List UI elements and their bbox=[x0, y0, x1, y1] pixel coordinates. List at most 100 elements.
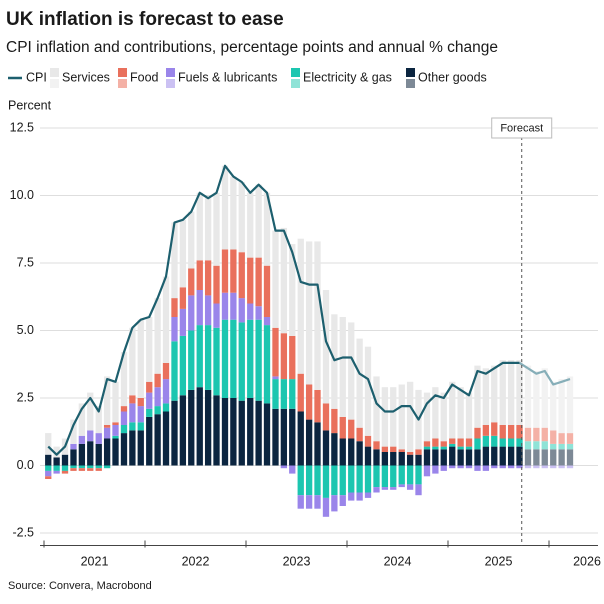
axes: -2.5 0.0 2.5 5.0 7.5 10.0 12.5 2021 2022 2023 2024… bbox=[10, 117, 601, 568]
bar-segment bbox=[541, 465, 548, 469]
bar-segment bbox=[171, 400, 178, 466]
bar-segment bbox=[188, 330, 195, 390]
bar-segment bbox=[566, 449, 574, 466]
bar-segment bbox=[305, 495, 313, 509]
bar-segment bbox=[440, 449, 447, 466]
bar-segment bbox=[129, 430, 136, 466]
bar-segment bbox=[449, 381, 456, 439]
bar-segment bbox=[129, 395, 136, 404]
bar-segment bbox=[348, 492, 355, 501]
bar-segment bbox=[499, 438, 506, 447]
bar-segment bbox=[482, 446, 490, 466]
bar-segment bbox=[87, 430, 94, 442]
bar-segment bbox=[188, 295, 195, 331]
bar-segment bbox=[61, 470, 69, 474]
bar-segment bbox=[247, 319, 254, 398]
bar-segment bbox=[432, 438, 439, 447]
bar-segment bbox=[356, 465, 363, 493]
bar-segment bbox=[314, 495, 321, 509]
bar-segment bbox=[356, 338, 363, 428]
legend-swatch bbox=[291, 68, 300, 77]
bar-segment bbox=[499, 465, 506, 469]
bar-segment bbox=[558, 443, 565, 450]
bar-segment bbox=[103, 427, 111, 439]
bar-segment bbox=[204, 198, 212, 261]
bar-segment bbox=[95, 465, 102, 469]
bar-segment bbox=[146, 317, 153, 382]
bar-segment bbox=[221, 249, 229, 293]
bar-segment bbox=[53, 470, 60, 474]
bar-segment bbox=[465, 465, 473, 469]
bar-segment bbox=[154, 414, 161, 466]
bar-segment bbox=[381, 387, 389, 447]
bar-segment bbox=[129, 422, 136, 431]
bar-segment bbox=[415, 465, 422, 485]
bar-segment bbox=[440, 465, 447, 471]
bar-segment bbox=[154, 298, 161, 374]
bar-segment bbox=[45, 454, 52, 466]
cpi-line bbox=[47, 164, 520, 456]
bar-segment bbox=[171, 341, 178, 401]
bar-segment bbox=[499, 446, 506, 466]
y-tick-label: 7.5 bbox=[17, 255, 34, 269]
bar-segment bbox=[53, 465, 60, 471]
bar-segment bbox=[533, 449, 540, 466]
bar-segment bbox=[289, 335, 296, 380]
bar-segment bbox=[550, 465, 557, 469]
bar-segment bbox=[566, 443, 574, 450]
bar-segment bbox=[499, 360, 506, 425]
bar-segment bbox=[95, 468, 102, 471]
bar-segment bbox=[398, 449, 405, 452]
bar-segment bbox=[507, 446, 515, 466]
bar-segment bbox=[213, 327, 220, 396]
bar-segment bbox=[516, 438, 523, 447]
x-tick-label: 2021 bbox=[81, 554, 109, 568]
bar-segment bbox=[238, 252, 245, 299]
x-tick-label: 2024 bbox=[384, 554, 412, 568]
bar-segment bbox=[541, 441, 548, 450]
bar-segment bbox=[533, 371, 540, 428]
bar-segment bbox=[356, 441, 363, 466]
bar-segment bbox=[263, 317, 271, 326]
bar-segment bbox=[272, 408, 279, 466]
bar-segment bbox=[221, 398, 229, 466]
bar-segment bbox=[373, 376, 380, 442]
bar-segment bbox=[516, 360, 523, 425]
bar-segment bbox=[188, 211, 195, 269]
bar-segment bbox=[238, 400, 245, 466]
bar-segment bbox=[146, 416, 153, 466]
bar-segment bbox=[154, 387, 161, 407]
bar-segment bbox=[247, 257, 254, 304]
legend-swatch-forecast bbox=[406, 79, 415, 88]
legend-label: Electricity & gas bbox=[303, 70, 392, 84]
bar-segment bbox=[221, 319, 229, 398]
bar-segment bbox=[423, 446, 431, 450]
bar-segment bbox=[314, 422, 321, 466]
bar-segment bbox=[406, 381, 414, 452]
bar-segment bbox=[78, 468, 86, 471]
bar-segment bbox=[103, 376, 111, 425]
bar-segment bbox=[406, 484, 414, 490]
legend-label: Other goods bbox=[418, 70, 487, 84]
bar-segment bbox=[491, 435, 498, 447]
bar-segment bbox=[364, 346, 372, 436]
bar-segment bbox=[457, 387, 464, 439]
bar-segment bbox=[70, 419, 77, 444]
chart-subtitle: CPI inflation and contributions, percent… bbox=[6, 39, 498, 56]
bar-segment bbox=[171, 317, 178, 342]
bar-segment bbox=[297, 411, 304, 466]
bar-segment bbox=[432, 449, 439, 466]
bar-segment bbox=[474, 365, 481, 428]
bar-segment bbox=[432, 465, 439, 474]
bar-segment bbox=[255, 184, 262, 258]
bar-segment bbox=[120, 406, 128, 412]
bar-segment bbox=[280, 408, 288, 466]
bar-segment bbox=[280, 379, 288, 409]
forecast-box bbox=[491, 117, 553, 139]
bar-segment bbox=[305, 419, 313, 466]
bar-segment bbox=[398, 465, 405, 485]
bar-segment bbox=[550, 443, 557, 450]
bar-segment bbox=[499, 425, 506, 439]
bar-segment bbox=[103, 425, 111, 428]
legend-label: Food bbox=[130, 70, 159, 84]
